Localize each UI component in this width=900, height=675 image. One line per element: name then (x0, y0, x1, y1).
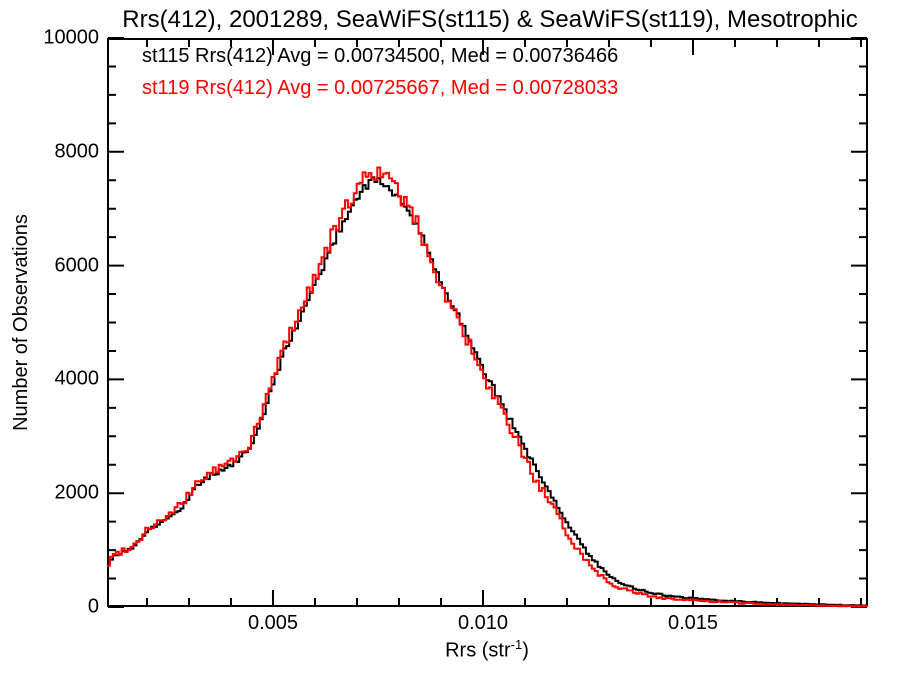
series-st115-curve (107, 176, 868, 607)
x-axis-label: Rrs (str-1) (445, 637, 529, 663)
y-axis-label: Number of Observations (9, 214, 32, 431)
axis-ticks (108, 37, 867, 608)
y-tick-label: 4000 (54, 367, 100, 390)
y-tick-label: 10000 (43, 26, 99, 49)
x-tick-label: 0.010 (457, 612, 509, 634)
series-st119-curve (107, 166, 868, 608)
plot-frame (107, 38, 868, 607)
y-tick-label: 6000 (54, 254, 100, 277)
x-tick-label: 0.015 (667, 612, 719, 634)
y-tick-label: 0 (87, 595, 99, 618)
chart-title: Rrs(412), 2001289, SeaWiFS(st115) & SeaW… (122, 6, 858, 33)
y-axis-label-box: Number of Observations (0, 38, 42, 607)
y-tick-label: 2000 (54, 481, 100, 504)
legend-st115: st115 Rrs(412) Avg = 0.00734500, Med = 0… (142, 45, 619, 67)
x-tick-label: 0.005 (247, 612, 299, 634)
x-axis-label-sup: -1 (510, 637, 523, 652)
y-tick-label: 8000 (54, 140, 100, 163)
x-axis-label-text: Rrs (str (445, 639, 511, 662)
legend-st119: st119 Rrs(412) Avg = 0.00725667, Med = 0… (142, 77, 619, 99)
x-axis-label-close: ) (522, 639, 529, 662)
